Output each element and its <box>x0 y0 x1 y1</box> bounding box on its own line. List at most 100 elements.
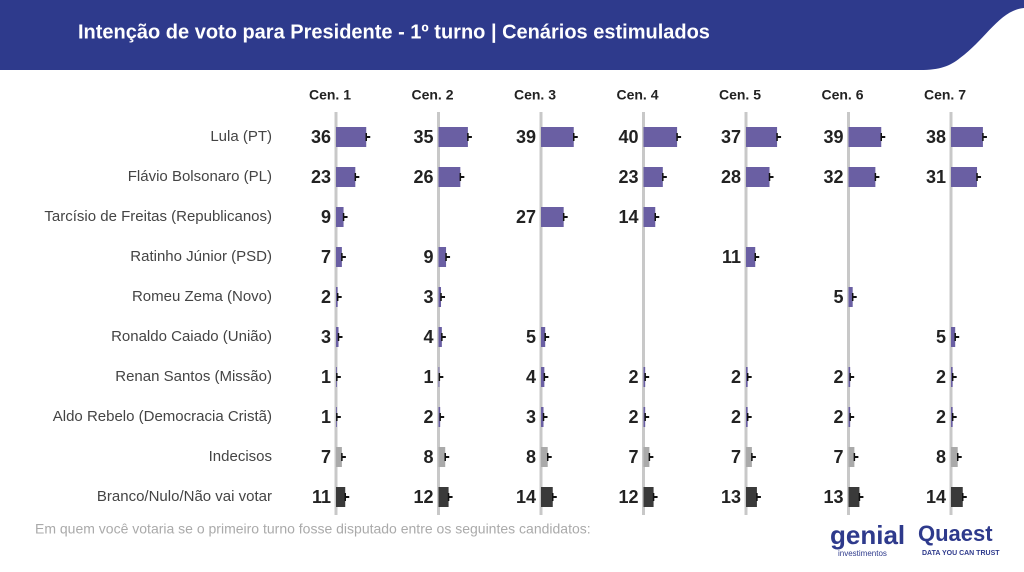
value-label: 7 <box>321 247 331 267</box>
value-label: 11 <box>312 487 331 507</box>
column-header: Cen. 1 <box>309 87 351 103</box>
value-label: 12 <box>618 487 638 507</box>
bar <box>541 487 553 507</box>
value-label: 4 <box>526 367 536 387</box>
bar <box>541 407 544 427</box>
bar <box>746 407 748 427</box>
value-label: 2 <box>833 407 843 427</box>
value-label: 36 <box>311 127 331 147</box>
column-header: Cen. 4 <box>616 87 658 103</box>
value-label: 2 <box>628 407 638 427</box>
bar <box>848 487 860 507</box>
bar <box>848 287 853 307</box>
value-label: 2 <box>936 367 946 387</box>
value-label: 38 <box>926 127 946 147</box>
value-label: 8 <box>526 447 536 467</box>
bar <box>746 447 752 467</box>
value-label: 2 <box>321 287 331 307</box>
bar <box>438 167 461 187</box>
value-label: 3 <box>423 287 433 307</box>
bar <box>541 327 546 347</box>
column-header: Cen. 6 <box>821 87 863 103</box>
bar <box>541 127 574 147</box>
value-label: 2 <box>833 367 843 387</box>
bar <box>643 167 663 187</box>
value-label: 1 <box>423 367 433 387</box>
value-label: 37 <box>721 127 741 147</box>
logo-genial-sub: investimentos <box>838 549 887 558</box>
bar <box>951 167 978 187</box>
category-label: Aldo Rebelo (Democracia Cristã) <box>53 408 272 425</box>
category-label: Indecisos <box>209 448 272 465</box>
column-header: Cen. 3 <box>514 87 556 103</box>
bar <box>438 407 441 427</box>
value-label: 32 <box>823 167 843 187</box>
value-label: 31 <box>926 167 946 187</box>
value-label: 14 <box>516 487 536 507</box>
bar <box>951 367 953 387</box>
bar <box>541 207 564 227</box>
bar <box>848 367 851 387</box>
bar <box>438 287 442 307</box>
bar <box>336 487 346 507</box>
bar <box>643 367 646 387</box>
bar <box>951 327 956 347</box>
category-label: Tarcísio de Freitas (Republicanos) <box>44 208 272 225</box>
value-label: 40 <box>618 127 638 147</box>
logo-genial: genial <box>830 520 905 550</box>
value-label: 28 <box>721 167 741 187</box>
value-label: 9 <box>423 247 433 267</box>
value-label: 35 <box>413 127 433 147</box>
bar <box>951 447 958 467</box>
category-label: Lula (PT) <box>210 128 272 145</box>
value-label: 23 <box>618 167 638 187</box>
bar <box>438 127 468 147</box>
bar <box>541 447 548 467</box>
value-label: 5 <box>936 327 946 347</box>
value-label: 11 <box>722 247 741 267</box>
category-label: Flávio Bolsonaro (PL) <box>128 168 272 185</box>
category-label: Romeu Zema (Novo) <box>132 288 272 305</box>
value-label: 12 <box>413 487 433 507</box>
bar <box>746 247 756 267</box>
bar <box>336 207 344 227</box>
value-label: 13 <box>721 487 741 507</box>
bar <box>336 447 342 467</box>
category-label: Renan Santos (Missão) <box>115 368 272 385</box>
value-label: 39 <box>823 127 843 147</box>
value-label: 1 <box>321 367 331 387</box>
bar <box>336 127 367 147</box>
bar <box>336 287 338 307</box>
bar <box>643 207 656 227</box>
value-label: 8 <box>423 447 433 467</box>
bar <box>643 127 678 147</box>
value-label: 3 <box>526 407 536 427</box>
value-label: 2 <box>628 367 638 387</box>
value-label: 7 <box>833 447 843 467</box>
value-label: 14 <box>618 207 638 227</box>
value-label: 2 <box>731 407 741 427</box>
bar <box>336 327 339 347</box>
column-header: Cen. 2 <box>411 87 453 103</box>
category-label: Ratinho Júnior (PSD) <box>130 248 272 265</box>
bar <box>438 327 442 347</box>
value-label: 5 <box>526 327 536 347</box>
column-header: Cen. 5 <box>719 87 761 103</box>
value-label: 23 <box>311 167 331 187</box>
value-label: 27 <box>516 207 536 227</box>
category-label: Branco/Nulo/Não vai votar <box>97 488 272 505</box>
bar <box>848 127 882 147</box>
bar <box>951 407 953 427</box>
bar <box>336 167 356 187</box>
bar <box>746 367 748 387</box>
value-label: 1 <box>321 407 331 427</box>
value-label: 8 <box>936 447 946 467</box>
bar <box>336 247 342 267</box>
bar <box>848 407 851 427</box>
value-label: 3 <box>321 327 331 347</box>
bar <box>541 367 545 387</box>
value-label: 7 <box>628 447 638 467</box>
category-label: Ronaldo Caiado (União) <box>111 328 272 345</box>
bar <box>643 407 646 427</box>
